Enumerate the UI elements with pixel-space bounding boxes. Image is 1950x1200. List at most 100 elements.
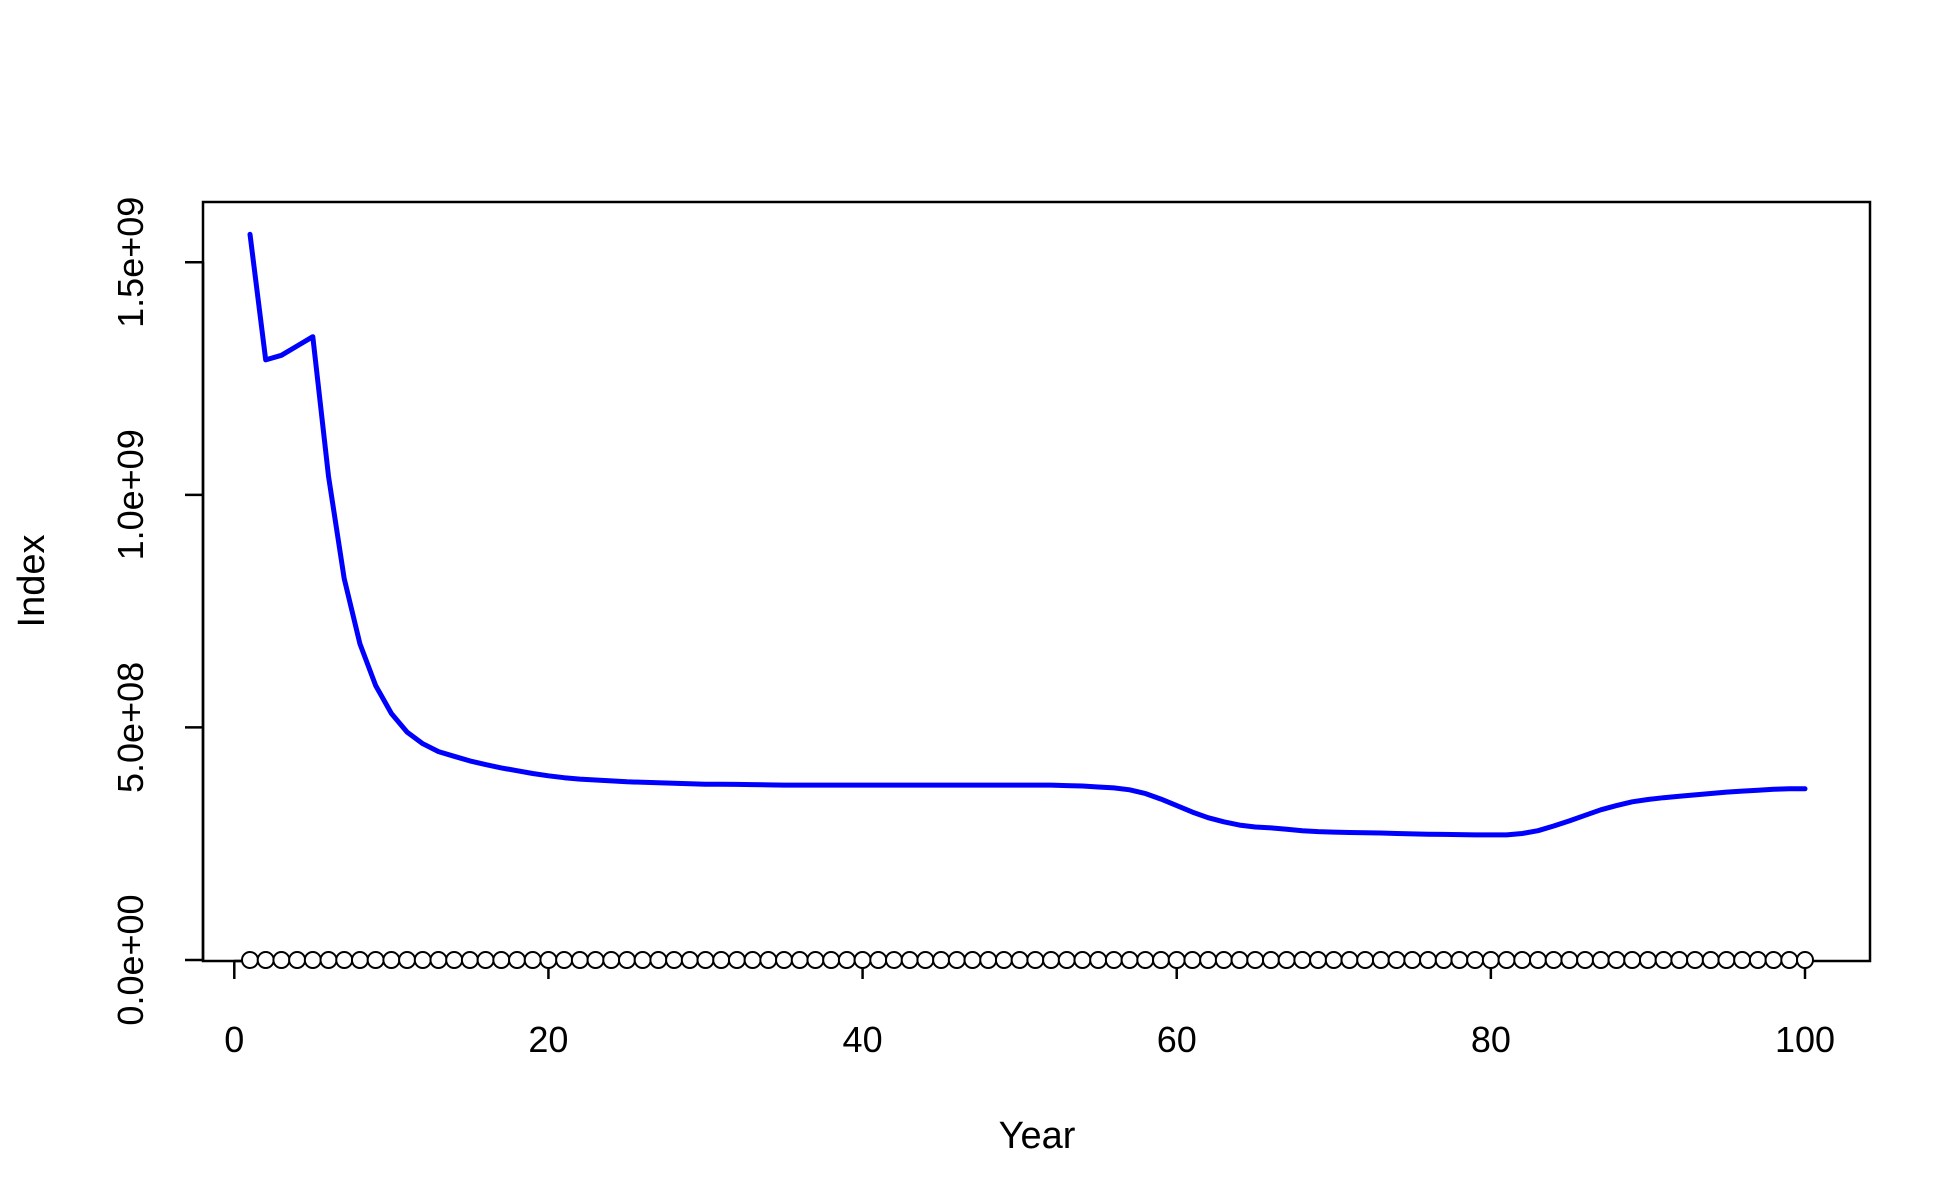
data-point: [1387, 951, 1406, 969]
data-point: [1434, 951, 1453, 969]
data-point: [869, 951, 888, 969]
data-point: [1057, 951, 1076, 969]
data-point: [1576, 951, 1595, 969]
data-point: [1780, 951, 1799, 969]
y-tick-label: 1.0e+09: [110, 429, 151, 560]
x-tick-label: 80: [1471, 1019, 1511, 1060]
data-point: [288, 951, 307, 969]
data-point: [303, 951, 322, 969]
data-point: [1701, 951, 1720, 969]
data-point: [1528, 951, 1547, 969]
data-point: [319, 951, 338, 969]
data-point: [759, 951, 778, 969]
data-point: [696, 951, 715, 969]
data-point: [1371, 951, 1390, 969]
data-point: [602, 951, 621, 969]
data-point: [445, 951, 464, 969]
data-point: [680, 951, 699, 969]
data-point: [1230, 951, 1249, 969]
y-axis: 0.0e+00 5.0e+08 1.0e+09 1.5e+09: [110, 197, 205, 1026]
y-tick-label: 5.0e+08: [110, 662, 151, 793]
data-point: [633, 951, 652, 969]
x-axis: 0 20 40 60 80 100: [224, 959, 1835, 1060]
data-point: [837, 951, 856, 969]
data-point: [1686, 951, 1705, 969]
y-tick-label: 0.0e+00: [110, 894, 151, 1025]
data-point: [1560, 951, 1579, 969]
data-point: [1638, 951, 1657, 969]
data-point: [775, 951, 794, 969]
data-point: [1607, 951, 1626, 969]
data-point: [1497, 951, 1516, 969]
data-point: [916, 951, 935, 969]
data-point: [1466, 951, 1485, 969]
data-point: [1152, 951, 1171, 969]
data-point: [1183, 951, 1202, 969]
data-point: [570, 951, 589, 969]
data-point: [1120, 951, 1139, 969]
series-line: [247, 231, 1808, 838]
data-point: [335, 951, 354, 969]
data-point: [712, 951, 731, 969]
data-point: [665, 951, 684, 969]
data-point: [1419, 951, 1438, 969]
data-point: [1042, 951, 1061, 969]
x-tick-label: 40: [843, 1019, 883, 1060]
data-point: [1073, 951, 1092, 969]
data-point: [586, 951, 605, 969]
data-point: [492, 951, 511, 969]
data-point: [1340, 951, 1359, 969]
data-point: [1764, 951, 1783, 969]
data-point: [1654, 951, 1673, 969]
data-point: [398, 951, 417, 969]
data-point: [1450, 951, 1469, 969]
data-point: [1733, 951, 1752, 969]
x-tick-label: 20: [528, 1019, 568, 1060]
data-point: [1167, 951, 1186, 969]
data-point: [1748, 951, 1767, 969]
data-point: [382, 951, 401, 969]
data-point: [350, 951, 369, 969]
data-point: [413, 951, 432, 969]
data-point: [366, 951, 385, 969]
x-tick-label: 0: [224, 1019, 244, 1060]
data-point: [900, 951, 919, 969]
series-layer: [241, 231, 1814, 969]
data-point: [947, 951, 966, 969]
x-axis-label: Year: [999, 1115, 1076, 1157]
data-point: [853, 951, 872, 969]
data-point: [1199, 951, 1218, 969]
data-point: [1717, 951, 1736, 969]
data-point: [790, 951, 809, 969]
data-point: [1277, 951, 1296, 969]
plot-frame: [201, 200, 1872, 963]
data-point: [979, 951, 998, 969]
data-point: [539, 951, 558, 969]
data-point: [272, 951, 291, 969]
data-point: [1261, 951, 1280, 969]
data-point: [1293, 951, 1312, 969]
data-point: [555, 951, 574, 969]
x-tick-label: 60: [1157, 1019, 1197, 1060]
data-point: [1670, 951, 1689, 969]
y-tick-label: 1.5e+09: [110, 197, 151, 328]
data-point: [1623, 951, 1642, 969]
data-point: [1136, 951, 1155, 969]
data-point: [1796, 951, 1814, 969]
data-point: [649, 951, 668, 969]
data-point: [241, 951, 259, 969]
data-point: [476, 951, 495, 969]
data-point: [256, 951, 275, 969]
data-point: [1214, 951, 1233, 969]
data-point: [963, 951, 982, 969]
data-point: [884, 951, 903, 969]
data-point: [1403, 951, 1422, 969]
data-point: [460, 951, 479, 969]
data-point: [617, 951, 636, 969]
data-point: [994, 951, 1013, 969]
data-point: [932, 951, 951, 969]
data-point: [806, 951, 825, 969]
data-point: [1481, 951, 1500, 969]
x-tick-label: 100: [1775, 1019, 1835, 1060]
data-point: [1026, 951, 1045, 969]
